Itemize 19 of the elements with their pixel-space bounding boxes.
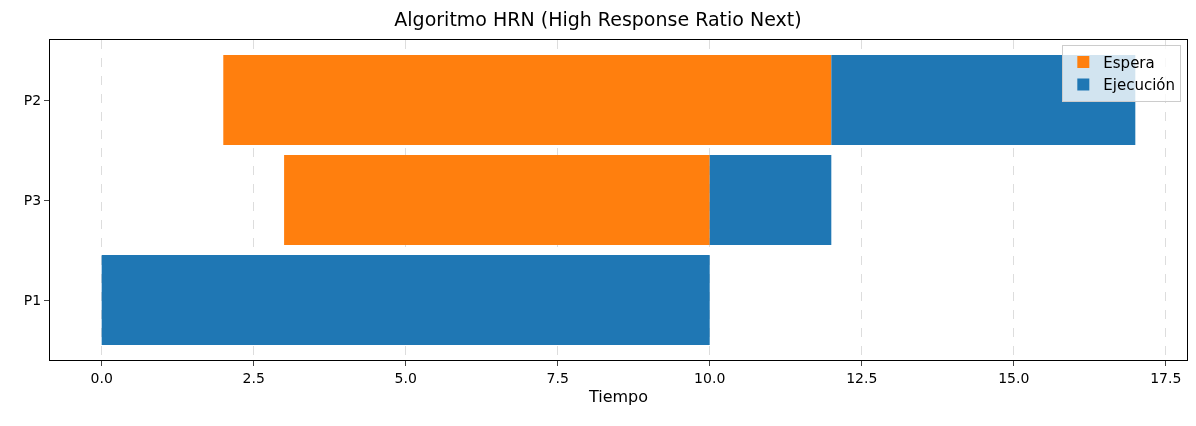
y-tick-label: P3 [23,191,42,208]
x-tick-label: 0.0 [90,369,113,386]
x-tick-label: 17.5 [1150,369,1182,386]
bar [709,155,832,245]
x-tick-label: 10.0 [694,369,726,386]
legend-label: Ejecución [1103,76,1176,95]
x-axis-title: Tiempo [587,387,649,407]
x-tick-label: 12.5 [846,369,878,386]
x-tick-label: 15.0 [998,369,1030,386]
bar [101,255,710,345]
x-tick-label: 7.5 [546,369,569,386]
bar [223,55,832,145]
chart-title: Algoritmo HRN (High Response Ratio Next) [394,8,802,31]
x-tick-label: 2.5 [242,369,265,386]
x-tick-label: 5.0 [394,369,417,386]
bar [284,155,710,245]
legend-label: Espera [1103,53,1155,72]
y-tick-label: P2 [23,91,42,108]
y-tick-label: P1 [23,291,42,308]
